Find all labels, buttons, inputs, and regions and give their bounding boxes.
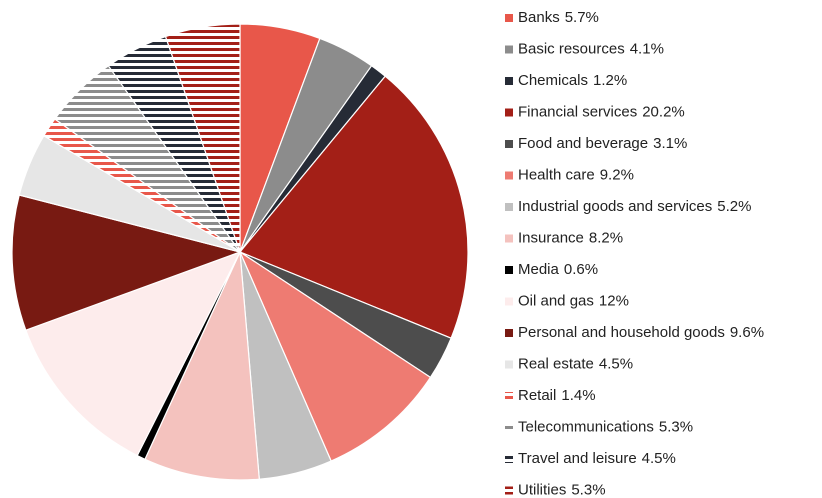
- legend-swatch: [505, 140, 513, 148]
- legend-swatch: [505, 423, 513, 432]
- legend-label: Financial services 20.2%: [518, 103, 685, 120]
- legend-label: Travel and leisure 4.5%: [518, 450, 676, 467]
- legend-label: Insurance 8.2%: [518, 229, 623, 246]
- legend-label: Utilities 5.3%: [518, 481, 606, 498]
- legend-category: Personal and household goods: [518, 324, 725, 341]
- legend-value: 4.5%: [642, 450, 676, 467]
- legend-category: Basic resources: [518, 40, 625, 57]
- legend-value: 20.2%: [642, 103, 685, 120]
- legend-label: Industrial goods and services 5.2%: [518, 198, 751, 215]
- legend-label: Oil and gas 12%: [518, 292, 629, 309]
- legend-swatch: [505, 77, 513, 85]
- legend-label: Media 0.6%: [518, 261, 598, 278]
- legend-value: 9.2%: [600, 166, 634, 183]
- legend-value: 8.2%: [589, 229, 623, 246]
- legend-label: Health care 9.2%: [518, 166, 634, 183]
- legend-swatch: [505, 108, 513, 117]
- legend-category: Media: [518, 261, 560, 278]
- legend-swatch: [505, 266, 513, 274]
- legend-swatch: [505, 297, 513, 306]
- legend-category: Telecommunications: [518, 418, 654, 435]
- legend-label: Chemicals 1.2%: [518, 72, 627, 89]
- legend-category: Retail: [518, 387, 556, 404]
- legend-label: Personal and household goods 9.6%: [518, 324, 764, 341]
- legend-label: Telecommunications 5.3%: [518, 418, 693, 435]
- legend-label: Basic resources 4.1%: [518, 40, 664, 57]
- legend-category: Industrial goods and services: [518, 198, 712, 215]
- legend-category: Banks: [518, 9, 560, 26]
- legend-swatch: [505, 234, 513, 243]
- legend-swatch: [505, 360, 513, 369]
- legend-category: Utilities: [518, 481, 566, 498]
- legend-label: Food and beverage 3.1%: [518, 135, 687, 152]
- legend-value: 4.1%: [630, 40, 664, 57]
- legend-swatch: [505, 486, 513, 495]
- legend-value: 12%: [599, 292, 629, 309]
- legend-value: 0.6%: [564, 261, 598, 278]
- legend-swatch: [505, 392, 513, 400]
- legend-swatch: [505, 329, 513, 337]
- pie-slice: [239, 75, 469, 339]
- legend-category: Travel and leisure: [518, 450, 637, 467]
- legend-category: Health care: [518, 166, 595, 183]
- legend-category: Financial services: [518, 103, 637, 120]
- legend-value: 1.2%: [593, 72, 627, 89]
- pie-slice: [144, 249, 260, 481]
- legend-value: 5.7%: [565, 9, 599, 26]
- legend-swatch: [505, 171, 513, 180]
- legend-label: Retail 1.4%: [518, 387, 596, 404]
- legend-category: Food and beverage: [518, 135, 648, 152]
- pie-slice: [164, 23, 241, 253]
- legend-category: Oil and gas: [518, 292, 594, 309]
- legend-value: 4.5%: [599, 355, 633, 372]
- legend-category: Real estate: [518, 355, 594, 372]
- legend-value: 1.4%: [561, 387, 595, 404]
- legend-category: Insurance: [518, 229, 584, 246]
- legend-swatch: [505, 14, 513, 22]
- pie-slice: [238, 250, 432, 462]
- legend-category: Chemicals: [518, 72, 588, 89]
- legend-label: Real estate 4.5%: [518, 355, 633, 372]
- legend-label: Banks 5.7%: [518, 9, 599, 26]
- legend-value: 5.3%: [659, 418, 693, 435]
- legend-swatch: [505, 203, 513, 211]
- legend-swatch: [505, 45, 513, 54]
- pie-slice: [11, 194, 243, 331]
- legend-value: 9.6%: [730, 324, 764, 341]
- legend-value: 3.1%: [653, 135, 687, 152]
- legend-value: 5.2%: [717, 198, 751, 215]
- legend-swatch: [505, 455, 513, 463]
- pie-slice: [25, 250, 242, 457]
- legend-value: 5.3%: [571, 481, 605, 498]
